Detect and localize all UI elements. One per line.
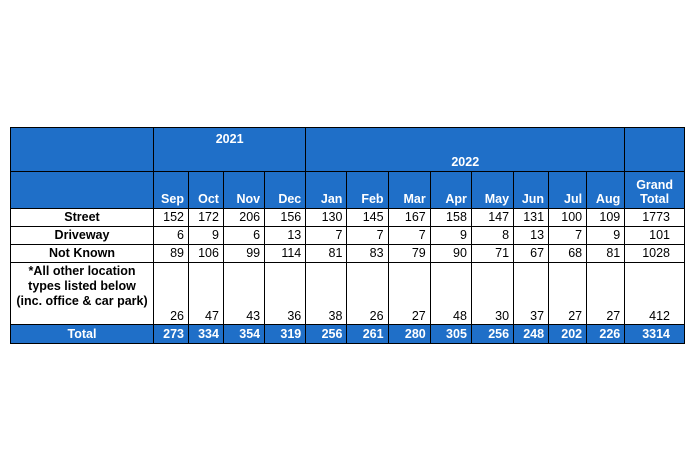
total-cell: 305 <box>429 324 472 344</box>
total-cell: 280 <box>387 324 431 344</box>
value-cell: 131 <box>513 208 550 227</box>
month-header: Nov <box>222 171 266 209</box>
corner-header-cell <box>9 127 155 172</box>
total-cell: 354 <box>222 324 266 344</box>
month-header: Aug <box>586 171 626 209</box>
value-cell: 172 <box>187 208 224 227</box>
table-row: *All other location types listed below (… <box>9 262 685 325</box>
value-cell: 8 <box>470 226 515 245</box>
row-label: Driveway <box>9 226 155 245</box>
value-cell: 83 <box>346 244 389 263</box>
value-cell: 30 <box>470 262 515 325</box>
value-cell: 26 <box>153 262 189 325</box>
month-header: Mar <box>387 171 431 209</box>
grand-total-cell: 1773 <box>624 208 685 227</box>
grand-total-cell: 101 <box>624 226 685 245</box>
total-cell: 226 <box>586 324 626 344</box>
table-row: Street 152 172 206 156 130 145 167 158 1… <box>9 208 685 227</box>
value-cell: 43 <box>222 262 266 325</box>
row-label-header-cell <box>9 171 155 209</box>
value-cell: 67 <box>513 244 550 263</box>
value-cell: 109 <box>586 208 626 227</box>
month-header: Jun <box>513 171 550 209</box>
month-header: Dec <box>264 171 307 209</box>
location-table: 2021 2022 Sep Oct Nov Dec Jan Feb Mar Ap… <box>9 127 685 344</box>
value-cell: 26 <box>346 262 389 325</box>
total-row: Total 273 334 354 319 256 261 280 305 25… <box>9 324 685 344</box>
month-header: Oct <box>187 171 224 209</box>
value-cell: 6 <box>153 226 189 245</box>
total-cell: 256 <box>305 324 348 344</box>
value-cell: 37 <box>513 262 550 325</box>
grand-total-cell: 1028 <box>624 244 685 263</box>
value-cell: 13 <box>513 226 550 245</box>
value-cell: 206 <box>222 208 266 227</box>
value-cell: 68 <box>548 244 588 263</box>
value-cell: 152 <box>153 208 189 227</box>
value-cell: 71 <box>470 244 515 263</box>
total-cell: 334 <box>187 324 224 344</box>
value-cell: 27 <box>548 262 588 325</box>
value-cell: 89 <box>153 244 189 263</box>
value-cell: 100 <box>548 208 588 227</box>
month-header: Apr <box>429 171 472 209</box>
table-row: Not Known 89 106 99 114 81 83 79 90 71 6… <box>9 244 685 263</box>
value-cell: 7 <box>346 226 389 245</box>
value-cell: 114 <box>264 244 307 263</box>
value-cell: 48 <box>429 262 472 325</box>
value-cell: 147 <box>470 208 515 227</box>
value-cell: 106 <box>187 244 224 263</box>
value-cell: 90 <box>429 244 472 263</box>
value-cell: 145 <box>346 208 389 227</box>
total-cell: 319 <box>264 324 307 344</box>
month-header: May <box>470 171 515 209</box>
year-2021-header: 2021 <box>153 127 307 172</box>
total-cell: 261 <box>346 324 389 344</box>
grand-total-header: Grand Total <box>624 171 685 209</box>
value-cell: 156 <box>264 208 307 227</box>
year-header-row: 2021 2022 <box>9 127 685 172</box>
grand-total-sum-cell: 3314 <box>624 324 685 344</box>
row-label: Not Known <box>9 244 155 263</box>
year-2022-header: 2022 <box>305 127 626 172</box>
month-header-row: Sep Oct Nov Dec Jan Feb Mar Apr May Jun … <box>9 171 685 209</box>
value-cell: 6 <box>222 226 266 245</box>
month-header: Jan <box>305 171 348 209</box>
total-row-label: Total <box>9 324 155 344</box>
location-table-container: 2021 2022 Sep Oct Nov Dec Jan Feb Mar Ap… <box>9 127 685 344</box>
value-cell: 27 <box>387 262 431 325</box>
value-cell: 81 <box>586 244 626 263</box>
value-cell: 99 <box>222 244 266 263</box>
month-header: Sep <box>153 171 189 209</box>
value-cell: 167 <box>387 208 431 227</box>
total-cell: 248 <box>513 324 550 344</box>
month-header: Feb <box>346 171 389 209</box>
value-cell: 7 <box>305 226 348 245</box>
total-cell: 256 <box>470 324 515 344</box>
grand-total-top-cell <box>624 127 685 172</box>
total-cell: 202 <box>548 324 588 344</box>
table-row: Driveway 6 9 6 13 7 7 7 9 8 13 7 9 101 <box>9 226 685 245</box>
value-cell: 7 <box>387 226 431 245</box>
row-label: Street <box>9 208 155 227</box>
month-header: Jul <box>548 171 588 209</box>
value-cell: 38 <box>305 262 348 325</box>
value-cell: 130 <box>305 208 348 227</box>
value-cell: 9 <box>586 226 626 245</box>
total-cell: 273 <box>153 324 189 344</box>
value-cell: 9 <box>429 226 472 245</box>
value-cell: 79 <box>387 244 431 263</box>
row-label: *All other location types listed below (… <box>9 262 155 325</box>
grand-total-cell: 412 <box>624 262 685 325</box>
value-cell: 81 <box>305 244 348 263</box>
value-cell: 36 <box>264 262 307 325</box>
value-cell: 47 <box>187 262 224 325</box>
value-cell: 27 <box>586 262 626 325</box>
value-cell: 9 <box>187 226 224 245</box>
value-cell: 13 <box>264 226 307 245</box>
value-cell: 7 <box>548 226 588 245</box>
value-cell: 158 <box>429 208 472 227</box>
